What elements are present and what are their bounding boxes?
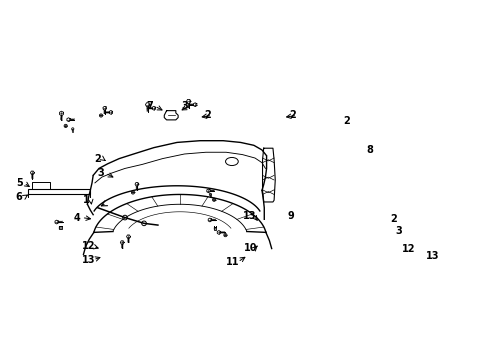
Text: 3: 3	[97, 168, 104, 178]
Text: 12: 12	[81, 242, 95, 252]
Text: 13: 13	[426, 251, 439, 261]
Text: 12: 12	[401, 244, 414, 255]
Text: 9: 9	[287, 211, 294, 221]
Text: 2: 2	[342, 116, 349, 126]
Text: 10: 10	[243, 243, 257, 253]
Text: 4: 4	[74, 212, 80, 222]
Text: 13: 13	[81, 255, 95, 265]
Bar	[28, 189, 90, 194]
Text: 5: 5	[16, 178, 22, 188]
Bar	[60, 226, 61, 229]
Bar	[209, 194, 211, 197]
Text: 6: 6	[16, 192, 22, 202]
Text: 13: 13	[242, 211, 256, 221]
Text: 2: 2	[288, 110, 295, 120]
Text: 2: 2	[389, 214, 396, 224]
Text: 7: 7	[146, 101, 153, 111]
Text: 2: 2	[94, 154, 101, 163]
Text: 3: 3	[181, 101, 187, 111]
Bar	[213, 227, 216, 230]
Text: 11: 11	[226, 257, 239, 267]
Text: 2: 2	[204, 110, 210, 120]
Text: 8: 8	[366, 145, 372, 155]
Text: 1: 1	[82, 195, 89, 205]
Text: 3: 3	[394, 226, 401, 236]
Bar	[72, 129, 73, 131]
